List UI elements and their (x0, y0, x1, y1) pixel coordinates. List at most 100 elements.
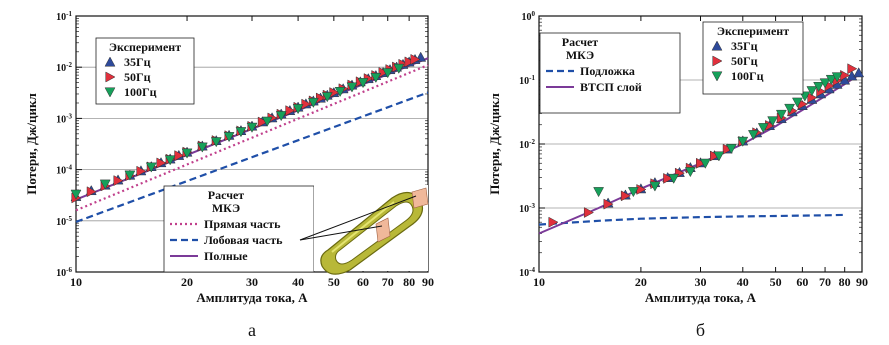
legend-marker-s100 (104, 87, 116, 98)
x-tick-label: 20 (635, 275, 647, 289)
coil-illustration (299, 185, 429, 275)
data-point-s50 (847, 63, 858, 75)
x-tick-label: 80 (839, 275, 851, 289)
y-tick-label-exp: -4 (66, 164, 72, 172)
data-point-s100 (235, 127, 247, 138)
data-point-s50 (285, 105, 296, 117)
data-point-s100 (99, 179, 111, 190)
data-point-s100 (382, 68, 394, 79)
data-point-s100 (70, 189, 82, 200)
y-tick-label-base: 10 (56, 268, 66, 279)
x-tick-label: 10 (70, 275, 82, 289)
legend-experiment-title: Эксперимент (717, 24, 789, 38)
y-tick-label-exp: -6 (66, 266, 72, 274)
legend-marker-s35 (104, 56, 116, 67)
y-tick-label-exp: -3 (66, 112, 72, 120)
legend-marker-s50 (712, 55, 723, 67)
data-point-s100 (767, 116, 779, 127)
data-point-s100 (164, 155, 176, 166)
coil-straight-part (375, 217, 391, 243)
y-axis-label: Потери, Дж/цикл (24, 93, 39, 195)
legend-marker-s50 (105, 71, 116, 83)
chart-panel-b: 10 20 30 40 50 60 70 80 9010-410-310-210-1100Амп… (487, 10, 868, 340)
data-point-s100 (346, 82, 358, 93)
data-point-s50 (301, 98, 312, 110)
y-tick-label: 10-1 (56, 10, 72, 23)
y-tick-label-base: 10 (56, 63, 66, 74)
data-point-s100 (831, 72, 843, 83)
data-point-s50 (156, 157, 167, 169)
data-point-s50 (257, 116, 268, 128)
data-point-s100 (334, 87, 346, 98)
data-point-s100 (223, 132, 235, 143)
legend-marker-s100 (711, 71, 723, 82)
data-point-s100 (684, 167, 696, 178)
x-tick-label: 10 (533, 275, 545, 289)
legend-experiment-label: 50Гц (731, 54, 758, 68)
data-point-s100 (791, 97, 803, 108)
x-tick-label: 40 (737, 275, 749, 289)
y-tick-label-base: 10 (56, 12, 66, 23)
data-point-s100 (725, 144, 737, 155)
x-tick-label: 40 (292, 275, 304, 289)
y-axis-label: Потери, Дж/цикл (487, 93, 502, 195)
data-point-s50 (620, 190, 631, 202)
legend-model-label: Подложка (580, 64, 635, 78)
pointer-line (299, 195, 417, 241)
data-point-s100 (757, 123, 769, 134)
x-tick-label: 50 (328, 275, 340, 289)
legend-model-title: МКЭ (566, 48, 594, 62)
legend-model-label: Лобовая часть (204, 233, 283, 247)
x-tick-label: 90 (856, 275, 868, 289)
y-tick-label-base: 10 (522, 12, 532, 23)
data-point-s100 (124, 170, 136, 181)
y-tick-label: 10-1 (519, 74, 535, 87)
series-line-model_end (538, 213, 845, 226)
y-tick-label-base: 10 (56, 166, 66, 177)
data-point-s100 (307, 97, 319, 108)
legend-model-label: Полные (204, 249, 248, 263)
y-tick-label-base: 10 (519, 268, 529, 279)
data-point-s100 (593, 187, 605, 198)
data-point-s50 (696, 157, 707, 169)
y-tick-label-base: 10 (56, 114, 66, 125)
data-point-s100 (627, 187, 639, 198)
data-point-s100 (775, 109, 787, 120)
y-tick-label: 100 (522, 10, 536, 23)
x-tick-label: 20 (181, 275, 193, 289)
legend-experiment-label: 35Гц (731, 39, 758, 53)
legend-model-title: Расчет (562, 35, 599, 49)
y-tick-label: 10-2 (56, 61, 72, 74)
coil-inner (335, 201, 414, 265)
x-tick-label: 80 (403, 275, 415, 289)
y-tick-label-exp: -1 (66, 10, 72, 18)
data-point-s100 (246, 122, 258, 133)
data-point-s100 (393, 63, 405, 74)
y-tick-label: 10-2 (519, 138, 535, 151)
pointer-line (299, 225, 383, 241)
y-tick-label-exp: -5 (66, 215, 72, 223)
data-point-s50 (404, 56, 415, 68)
data-point-s100 (357, 78, 369, 89)
data-point-s100 (181, 148, 193, 159)
x-axis-label: Амплитуда тока, А (196, 290, 308, 305)
data-point-s100 (737, 136, 749, 147)
legend-experiment-label: 50Гц (124, 70, 151, 84)
panel-label: б (696, 320, 705, 340)
x-tick-label: 30 (246, 275, 258, 289)
legend-experiment-box (702, 21, 804, 95)
x-tick-label: 60 (796, 275, 808, 289)
y-tick-label-base: 10 (519, 204, 529, 215)
legend-experiment-label: 35Гц (124, 55, 151, 69)
x-axis-label: Амплитуда тока, А (645, 290, 757, 305)
data-point-s50 (548, 216, 559, 228)
x-tick-label: 70 (819, 275, 831, 289)
legend-model-title: МКЭ (212, 201, 240, 215)
legend-model-box (163, 185, 315, 273)
x-tick-label: 50 (770, 275, 782, 289)
y-tick-label-exp: -4 (529, 266, 535, 274)
data-point-s50 (410, 53, 421, 65)
y-tick-label-exp: -3 (529, 202, 535, 210)
y-tick-label: 10-4 (56, 164, 72, 177)
